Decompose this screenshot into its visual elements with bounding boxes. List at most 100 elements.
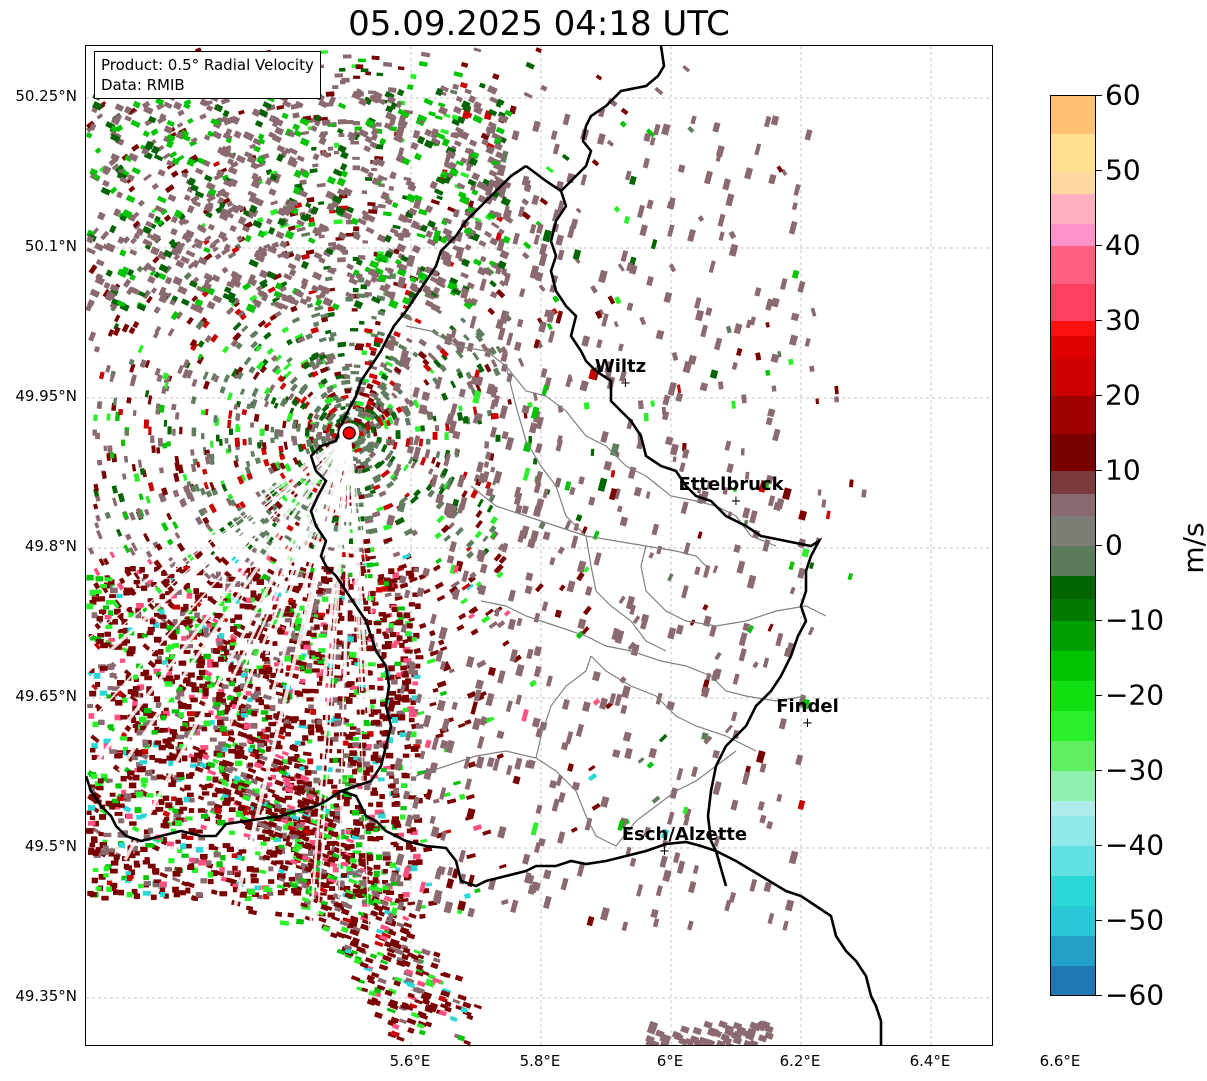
radar-echo-cell	[470, 606, 479, 614]
radar-echo-cell	[473, 1003, 482, 1010]
radar-echo-cell	[372, 751, 379, 756]
radar-echo-cell	[301, 231, 311, 238]
radar-echo-cell	[233, 403, 239, 410]
radar-echo-cell	[561, 153, 570, 161]
radar-echo-cell	[225, 497, 234, 507]
radar-echo-cell	[287, 756, 295, 762]
radar-echo-cell	[278, 445, 284, 453]
radar-echo-cell	[418, 61, 428, 67]
radar-echo-cell	[482, 829, 492, 836]
radar-echo-cell	[388, 185, 395, 191]
radar-echo-cell	[254, 885, 261, 890]
radar-echo-cell	[371, 379, 381, 386]
radar-echo-cell	[306, 663, 313, 669]
radar-echo-cell	[486, 504, 494, 513]
radar-echo-cell	[581, 626, 590, 635]
radar-echo-cell	[260, 841, 267, 846]
radar-echo-cell	[382, 869, 388, 874]
radar-echo-cell	[103, 873, 109, 878]
radar-echo-cell	[100, 583, 107, 589]
radar-echo-cell	[188, 863, 194, 869]
radar-echo-cell	[263, 400, 270, 408]
radar-echo-cell	[171, 709, 180, 714]
radar-echo-cell	[227, 695, 234, 701]
radar-echo-cell	[352, 256, 359, 262]
radar-echo-cell	[168, 744, 174, 750]
radar-echo-cell	[384, 592, 392, 598]
radar-echo-cell	[180, 843, 187, 850]
radar-echo-cell	[410, 73, 417, 80]
radar-echo-cell	[376, 951, 385, 957]
radar-echo-cell	[482, 535, 489, 543]
radar-echo-cell	[250, 590, 257, 596]
radar-echo-cell	[393, 778, 399, 785]
radar-echo-cell	[116, 581, 125, 591]
radar-echo-cell	[286, 356, 293, 364]
radar-echo-cell	[591, 159, 600, 167]
radar-echo-cell	[444, 432, 449, 441]
radar-echo-cell	[392, 224, 401, 230]
radar-echo-cell	[113, 322, 120, 330]
radar-echo-cell	[128, 185, 136, 193]
radar-echo-cell	[96, 113, 104, 120]
radar-echo-cell	[367, 823, 375, 828]
radar-echo-cell	[233, 301, 241, 308]
radar-echo-cell	[162, 810, 171, 818]
radar-echo-cell	[246, 597, 252, 603]
radar-echo-cell	[472, 352, 480, 361]
radar-echo-cell	[370, 167, 378, 172]
radar-echo-cell	[237, 516, 244, 524]
radar-echo-cell	[367, 201, 376, 207]
radar-echo-cell	[236, 235, 244, 242]
radar-echo-cell	[420, 838, 428, 844]
radar-echo-cell	[259, 428, 265, 436]
radar-echo-cell	[167, 426, 172, 435]
radar-echo-cell	[359, 750, 366, 757]
radar-echo-cell	[645, 128, 656, 138]
radar-echo-cell	[358, 516, 365, 522]
radar-echo-cell	[239, 388, 246, 396]
radar-echo-cell	[290, 305, 298, 313]
radar-echo-cell	[373, 461, 383, 470]
radar-echo-cell	[408, 860, 415, 865]
radar-echo-cell	[432, 431, 438, 440]
radar-echo-cell	[495, 345, 503, 354]
radar-echo-cell	[373, 870, 380, 877]
radar-echo-cell	[538, 284, 546, 292]
radar-echo-cell	[201, 785, 208, 791]
radar-map[interactable]: + Wiltz + Ettelbruck + Findel + Esch/Alzette	[85, 45, 993, 1046]
radar-echo-cell	[92, 868, 99, 873]
radar-echo-cell	[309, 168, 318, 174]
radar-echo-cell	[232, 332, 242, 342]
radar-echo-cell	[286, 412, 294, 422]
radar-echo-cell	[332, 757, 338, 763]
radar-echo-cell	[243, 356, 252, 366]
radar-echo-cell	[163, 214, 172, 222]
radar-echo-cell	[162, 152, 171, 160]
radar-echo-cell	[202, 380, 210, 390]
radar-echo-cell	[419, 913, 426, 919]
radar-echo-cell	[166, 755, 175, 761]
radar-echo-cell	[207, 662, 213, 668]
radar-echo-cell	[427, 468, 434, 475]
radar-echo-cell	[150, 775, 157, 781]
radar-echo-cell	[133, 473, 141, 483]
radar-echo-cell	[249, 330, 258, 339]
radar-echo-cell	[157, 649, 164, 655]
radar-echo-cell	[158, 467, 165, 474]
radar-echo-cell	[318, 116, 328, 121]
radar-echo-cell	[575, 514, 583, 522]
radar-echo-cell	[117, 796, 124, 801]
radar-echo-cell	[178, 660, 187, 666]
radar-echo-cell	[228, 807, 236, 812]
radar-echo-cell	[123, 589, 130, 596]
radar-echo-cell	[364, 784, 371, 791]
radar-echo-cell	[771, 385, 777, 392]
radar-echo-cell	[386, 771, 394, 776]
radar-echo-cell	[171, 521, 179, 530]
radar-echo-cell	[227, 493, 234, 501]
radar-echo-cell	[96, 529, 103, 540]
radar-echo-cell	[177, 109, 185, 117]
radar-echo-cell	[617, 263, 625, 272]
radar-echo-cell	[821, 499, 827, 508]
